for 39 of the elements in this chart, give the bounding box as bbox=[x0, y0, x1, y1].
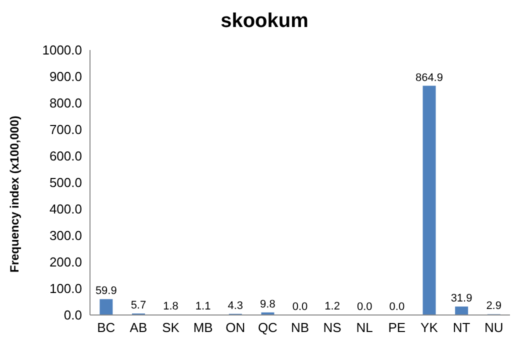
y-tick-label: 900.0 bbox=[49, 69, 82, 84]
x-tick-label: BC bbox=[97, 320, 116, 336]
y-tick-label: 500.0 bbox=[49, 175, 82, 190]
x-tick-label: PE bbox=[388, 320, 406, 336]
x-tick-label: NL bbox=[356, 320, 373, 336]
data-label: 0.0 bbox=[356, 301, 372, 313]
y-tick-label: 700.0 bbox=[49, 122, 82, 138]
x-tick-label: SK bbox=[162, 320, 180, 336]
y-tick-label: 300.0 bbox=[49, 228, 82, 244]
y-axis-title: Frequency index (x100,000) bbox=[7, 116, 22, 272]
y-tick-label: 100.0 bbox=[49, 281, 82, 296]
y-tick-label: 200.0 bbox=[49, 254, 82, 270]
data-label: 1.8 bbox=[163, 300, 178, 313]
data-label: 9.8 bbox=[260, 298, 276, 310]
chart-title: skookum bbox=[220, 10, 310, 33]
data-label: 2.9 bbox=[486, 300, 502, 312]
x-tick-label: NB bbox=[290, 320, 310, 336]
x-tick-label: ON bbox=[226, 320, 246, 336]
y-tick-label: 600.0 bbox=[49, 148, 82, 164]
data-label: 4.3 bbox=[228, 300, 244, 312]
x-tick-label: NT bbox=[452, 320, 470, 336]
data-label: 0.0 bbox=[389, 301, 405, 313]
x-tick-label: YK bbox=[420, 320, 438, 336]
data-label: 59.9 bbox=[95, 285, 117, 298]
x-tick-label: QC bbox=[258, 320, 278, 336]
x-tick-label: MB bbox=[193, 320, 213, 336]
data-label: 31.9 bbox=[450, 292, 472, 305]
x-tick-label: AB bbox=[130, 320, 148, 336]
y-tick-label: 800.0 bbox=[49, 96, 82, 111]
x-tick-label: NS bbox=[323, 320, 342, 336]
y-tick-label: 1000.0 bbox=[42, 42, 82, 58]
data-label: 0.0 bbox=[292, 301, 308, 313]
data-label: 5.7 bbox=[130, 299, 146, 312]
y-tick-label: 400.0 bbox=[49, 202, 82, 217]
y-tick-label: 0.0 bbox=[64, 308, 82, 323]
data-label: 1.1 bbox=[195, 300, 211, 313]
data-label: 864.9 bbox=[415, 72, 443, 84]
data-label: 1.2 bbox=[324, 300, 340, 313]
x-tick-label: NU bbox=[484, 320, 504, 336]
